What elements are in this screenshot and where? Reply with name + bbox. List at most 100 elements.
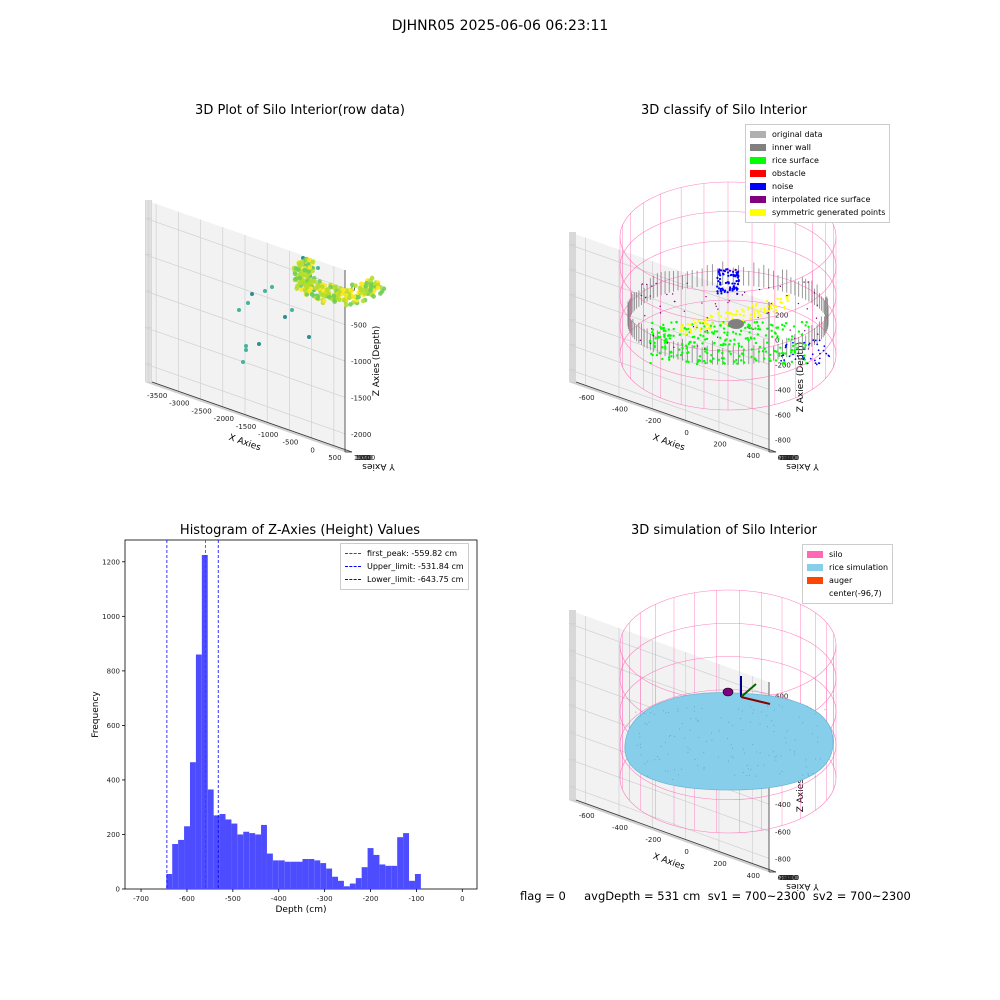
mesh-point bbox=[718, 730, 720, 732]
rice-surface-point bbox=[651, 353, 654, 357]
mesh-point bbox=[759, 752, 761, 754]
noise-point bbox=[734, 275, 737, 278]
figure-title: DJHNR05 2025-06-06 06:23:11 bbox=[391, 18, 609, 34]
rice-surface-point bbox=[698, 355, 702, 358]
interpolated-point bbox=[716, 336, 719, 338]
noise-point bbox=[737, 270, 740, 273]
rice-surface-point bbox=[670, 321, 673, 324]
x-tick-label: 0 bbox=[460, 895, 464, 903]
data-point bbox=[351, 294, 357, 300]
mesh-point bbox=[665, 712, 667, 714]
symmetric-point bbox=[688, 328, 692, 331]
mesh-point bbox=[820, 758, 822, 760]
rice-surface-point bbox=[702, 359, 706, 363]
data-point bbox=[375, 285, 381, 291]
interpolated-point bbox=[673, 300, 676, 303]
interpolated-point bbox=[803, 281, 805, 283]
mesh-point bbox=[681, 723, 683, 725]
rice-surface-point bbox=[746, 325, 749, 329]
data-point bbox=[333, 284, 339, 290]
rice-surface-point bbox=[744, 326, 747, 330]
y-tick-label: -200 bbox=[782, 874, 798, 882]
data-point bbox=[321, 298, 327, 304]
interpolated-point bbox=[758, 288, 761, 291]
symmetric-point bbox=[755, 302, 758, 306]
mesh-point bbox=[806, 705, 808, 707]
rice-surface-point bbox=[720, 357, 724, 360]
rice-surface-point bbox=[731, 330, 735, 334]
histogram-bar bbox=[361, 867, 368, 889]
rice-surface-point bbox=[662, 323, 665, 327]
symmetric-point bbox=[694, 328, 697, 331]
legend-swatch bbox=[750, 157, 766, 164]
data-point bbox=[325, 290, 331, 296]
legend-label: obstacle bbox=[772, 169, 806, 178]
data-point bbox=[304, 292, 310, 297]
rice-surface-point bbox=[784, 352, 787, 355]
noise-point bbox=[726, 268, 729, 271]
legend-item: original data bbox=[750, 128, 885, 141]
center-pillar bbox=[728, 319, 744, 329]
grid-line bbox=[568, 369, 770, 440]
interpolated-point bbox=[741, 294, 744, 296]
noise-point bbox=[817, 362, 820, 364]
noise-point bbox=[816, 343, 819, 346]
rice-surface-point bbox=[663, 341, 667, 344]
noise-point bbox=[792, 341, 794, 344]
rice-surface-point bbox=[653, 344, 656, 347]
x-tick-label: 400 bbox=[747, 872, 760, 880]
interpolated-point bbox=[794, 337, 796, 340]
rice-surface-point bbox=[651, 321, 654, 325]
rice-surface-point bbox=[717, 358, 721, 362]
noise-point bbox=[808, 342, 811, 345]
data-point bbox=[344, 302, 349, 308]
symmetric-point bbox=[693, 321, 697, 324]
rice-surface-point bbox=[679, 353, 683, 357]
symmetric-point bbox=[699, 327, 702, 330]
mesh-point bbox=[780, 755, 782, 757]
mesh-point bbox=[653, 713, 655, 715]
noise-point bbox=[822, 349, 825, 352]
rice-surface-point bbox=[650, 331, 654, 334]
rice-surface-point bbox=[729, 339, 732, 342]
rice-surface-point bbox=[672, 334, 675, 338]
mesh-point bbox=[731, 755, 733, 757]
noise-point bbox=[818, 357, 821, 360]
histogram-bar bbox=[184, 826, 190, 889]
z-tick-label: -500 bbox=[351, 322, 367, 330]
data-point bbox=[371, 294, 376, 299]
rice-surface-point bbox=[778, 354, 781, 357]
rice-surface-point bbox=[722, 357, 725, 360]
histogram-bar bbox=[355, 878, 362, 889]
rice-surface-point bbox=[726, 331, 729, 334]
rice-surface-point bbox=[685, 347, 688, 350]
legend-item: noise bbox=[750, 180, 885, 193]
mesh-point bbox=[753, 709, 755, 711]
interpolated-point bbox=[641, 283, 644, 285]
y-tick-label: 200 bbox=[107, 831, 120, 839]
y-tick-label: -200 bbox=[782, 454, 798, 462]
auger-marker bbox=[722, 687, 734, 697]
mesh-point bbox=[811, 733, 813, 735]
mesh-point bbox=[817, 741, 819, 743]
data-point bbox=[263, 289, 267, 293]
noise-point bbox=[717, 270, 720, 273]
grid-line bbox=[568, 344, 770, 415]
interpolated-point bbox=[779, 285, 782, 288]
symmetric-point bbox=[765, 299, 769, 303]
y-tick-label: 1500 bbox=[354, 454, 372, 462]
noise-point bbox=[721, 288, 725, 292]
z-tick-label: -600 bbox=[775, 412, 791, 420]
symmetric-point bbox=[767, 309, 770, 313]
noise-point bbox=[828, 355, 831, 358]
noise-point bbox=[718, 277, 722, 281]
interpolated-point bbox=[673, 346, 675, 349]
noise-point bbox=[780, 355, 783, 357]
data-point bbox=[257, 342, 261, 346]
rice-surface-point bbox=[790, 335, 794, 338]
rice-surface-point bbox=[740, 345, 743, 348]
z-tick-label: -200 bbox=[775, 362, 791, 370]
mesh-point bbox=[644, 762, 646, 764]
histogram-bar bbox=[296, 861, 303, 889]
